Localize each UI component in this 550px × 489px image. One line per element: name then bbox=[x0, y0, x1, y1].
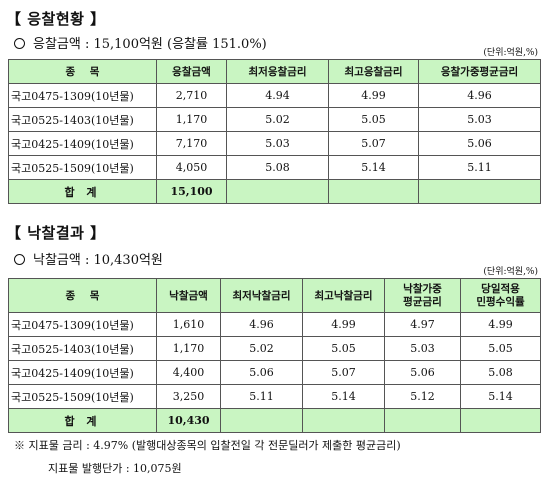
rate-cell: 5.05 bbox=[460, 336, 541, 361]
empty-cell bbox=[302, 408, 385, 433]
amount-cell: 1,610 bbox=[156, 312, 221, 337]
rate-cell: 4.99 bbox=[460, 312, 541, 337]
rate-cell: 4.94 bbox=[226, 83, 329, 108]
total-label: 합 계 bbox=[8, 179, 157, 204]
total-amount: 10,430 bbox=[156, 408, 221, 433]
empty-cell bbox=[418, 179, 541, 204]
amount-cell: 1,170 bbox=[156, 107, 227, 132]
empty-cell bbox=[220, 408, 303, 433]
table-row: 국고0525-1403(10년물) 1,170 5.02 5.05 5.03 bbox=[8, 107, 541, 132]
table-header-row: 종 목 낙찰금액 최저낙찰금리 최고낙찰금리 낙찰가중 평균금리 당일적용 민평… bbox=[8, 278, 541, 313]
rate-cell: 4.96 bbox=[418, 83, 541, 108]
bond-name-cell: 국고0525-1509(10년물) bbox=[8, 155, 157, 180]
amount-cell: 1,170 bbox=[156, 336, 221, 361]
column-header: 당일적용 민평수익률 bbox=[460, 278, 541, 313]
table-row: 국고0425-1409(10년물) 7,170 5.03 5.07 5.06 bbox=[8, 131, 541, 156]
rate-cell: 5.08 bbox=[460, 360, 541, 385]
total-label: 합 계 bbox=[8, 408, 157, 433]
table-row: 국고0525-1509(10년물) 3,250 5.11 5.14 5.12 5… bbox=[8, 384, 541, 409]
rate-cell: 5.03 bbox=[418, 107, 541, 132]
circle-bullet-icon bbox=[14, 254, 25, 265]
rate-cell: 5.14 bbox=[328, 155, 419, 180]
rate-cell: 4.97 bbox=[384, 312, 461, 337]
rate-cell: 5.02 bbox=[220, 336, 303, 361]
empty-cell bbox=[226, 179, 329, 204]
empty-cell bbox=[328, 179, 419, 204]
rate-cell: 5.07 bbox=[328, 131, 419, 156]
rate-cell: 5.11 bbox=[418, 155, 541, 180]
footnote-issue-price: 지표물 발행단가 : 10,075원 bbox=[48, 462, 182, 475]
amount-cell: 4,400 bbox=[156, 360, 221, 385]
bid-unit-label: (단위:억원,%) bbox=[483, 48, 538, 58]
total-amount: 15,100 bbox=[156, 179, 227, 204]
rate-cell: 5.06 bbox=[384, 360, 461, 385]
rate-cell: 5.06 bbox=[220, 360, 303, 385]
bid-section-title: 【 응찰현황 】 bbox=[6, 10, 106, 28]
rate-cell: 5.14 bbox=[460, 384, 541, 409]
rate-cell: 4.99 bbox=[302, 312, 385, 337]
column-header: 최고응찰금리 bbox=[328, 59, 419, 84]
rate-cell: 5.14 bbox=[302, 384, 385, 409]
award-amount-line: 낙찰금액 : 10,430억원 bbox=[14, 249, 163, 268]
footnote-benchmark-rate: ※ 지표물 금리 : 4.97% (발행대상종목의 입찰전일 각 전문딜러가 제… bbox=[14, 439, 401, 452]
bond-name-cell: 국고0525-1403(10년물) bbox=[8, 336, 157, 361]
column-header: 최고낙찰금리 bbox=[302, 278, 385, 313]
award-unit-label: (단위:억원,%) bbox=[483, 267, 538, 277]
table-row: 국고0475-1309(10년물) 1,610 4.96 4.99 4.97 4… bbox=[8, 312, 541, 337]
award-amount-text: 낙찰금액 : 10,430억원 bbox=[33, 253, 163, 268]
amount-cell: 7,170 bbox=[156, 131, 227, 156]
column-header: 종 목 bbox=[8, 278, 157, 313]
award-section-title: 【 낙찰결과 】 bbox=[6, 224, 106, 242]
rate-cell: 5.05 bbox=[302, 336, 385, 361]
column-header: 응찰가중평균금리 bbox=[418, 59, 541, 84]
rate-cell: 5.02 bbox=[226, 107, 329, 132]
bid-amount-text: 응찰금액 : 15,100억원 (응찰률 151.0%) bbox=[33, 37, 267, 52]
rate-cell: 5.06 bbox=[418, 131, 541, 156]
award-result-table: 종 목 낙찰금액 최저낙찰금리 최고낙찰금리 낙찰가중 평균금리 당일적용 민평… bbox=[8, 278, 541, 433]
amount-cell: 3,250 bbox=[156, 384, 221, 409]
rate-cell: 5.05 bbox=[328, 107, 419, 132]
bid-status-table: 종 목 응찰금액 최저응찰금리 최고응찰금리 응찰가중평균금리 국고0475-1… bbox=[8, 59, 541, 204]
column-header: 낙찰금액 bbox=[156, 278, 221, 313]
column-header: 종 목 bbox=[8, 59, 157, 84]
column-header: 응찰금액 bbox=[156, 59, 227, 84]
circle-bullet-icon bbox=[14, 38, 25, 49]
bond-name-cell: 국고0475-1309(10년물) bbox=[8, 312, 157, 337]
table-total-row: 합 계 15,100 bbox=[8, 179, 541, 204]
amount-cell: 4,050 bbox=[156, 155, 227, 180]
rate-cell: 4.99 bbox=[328, 83, 419, 108]
bid-amount-line: 응찰금액 : 15,100억원 (응찰률 151.0%) bbox=[14, 33, 267, 52]
rate-cell: 5.07 bbox=[302, 360, 385, 385]
amount-cell: 2,710 bbox=[156, 83, 227, 108]
rate-cell: 5.03 bbox=[384, 336, 461, 361]
table-header-row: 종 목 응찰금액 최저응찰금리 최고응찰금리 응찰가중평균금리 bbox=[8, 59, 541, 84]
column-header: 최저낙찰금리 bbox=[220, 278, 303, 313]
table-row: 국고0525-1403(10년물) 1,170 5.02 5.05 5.03 5… bbox=[8, 336, 541, 361]
bond-name-cell: 국고0425-1409(10년물) bbox=[8, 131, 157, 156]
empty-cell bbox=[384, 408, 461, 433]
rate-cell: 5.08 bbox=[226, 155, 329, 180]
empty-cell bbox=[460, 408, 541, 433]
rate-cell: 4.96 bbox=[220, 312, 303, 337]
rate-cell: 5.11 bbox=[220, 384, 303, 409]
table-total-row: 합 계 10,430 bbox=[8, 408, 541, 433]
bond-name-cell: 국고0525-1509(10년물) bbox=[8, 384, 157, 409]
column-header: 낙찰가중 평균금리 bbox=[384, 278, 461, 313]
table-row: 국고0525-1509(10년물) 4,050 5.08 5.14 5.11 bbox=[8, 155, 541, 180]
column-header: 최저응찰금리 bbox=[226, 59, 329, 84]
bond-name-cell: 국고0525-1403(10년물) bbox=[8, 107, 157, 132]
bond-name-cell: 국고0425-1409(10년물) bbox=[8, 360, 157, 385]
bond-name-cell: 국고0475-1309(10년물) bbox=[8, 83, 157, 108]
table-row: 국고0425-1409(10년물) 4,400 5.06 5.07 5.06 5… bbox=[8, 360, 541, 385]
rate-cell: 5.03 bbox=[226, 131, 329, 156]
rate-cell: 5.12 bbox=[384, 384, 461, 409]
table-row: 국고0475-1309(10년물) 2,710 4.94 4.99 4.96 bbox=[8, 83, 541, 108]
